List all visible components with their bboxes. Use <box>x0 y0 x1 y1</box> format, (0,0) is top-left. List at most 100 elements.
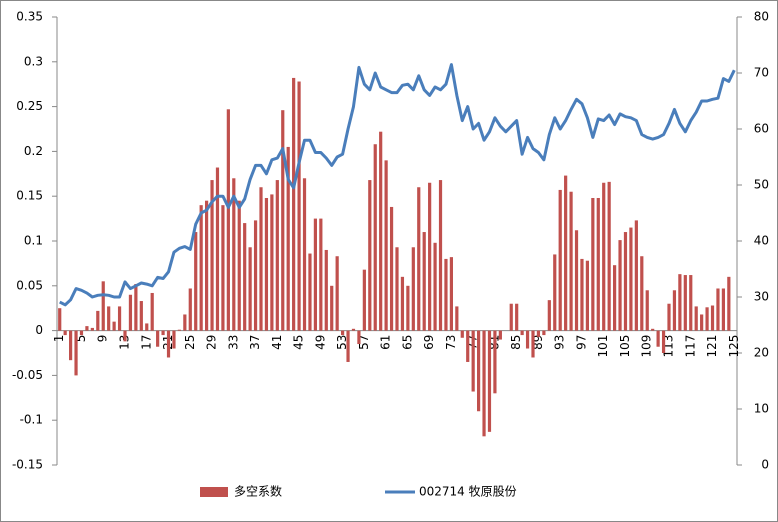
x-tick-label: 65 <box>400 335 414 350</box>
bar <box>721 288 725 331</box>
bar <box>373 144 377 331</box>
bar <box>221 205 225 331</box>
y-tick-label: 0.15 <box>16 189 43 203</box>
bar <box>498 330 502 340</box>
x-tick-label: 73 <box>444 335 458 350</box>
y-tick-label: 0.3 <box>24 54 43 68</box>
bar <box>297 81 301 331</box>
y-tick-label: -0.1 <box>20 413 43 427</box>
bar <box>253 220 258 331</box>
bar <box>74 330 78 376</box>
bar <box>406 285 410 331</box>
bar <box>150 292 154 331</box>
bar <box>139 301 143 331</box>
bar <box>547 300 551 331</box>
bar <box>313 218 317 331</box>
bar <box>107 306 111 331</box>
x-tick-label: 41 <box>270 335 284 350</box>
bar <box>330 285 334 331</box>
x-tick-label: 105 <box>618 335 632 358</box>
y-tick-label: -0.15 <box>12 458 43 472</box>
bar <box>96 310 100 331</box>
bar <box>341 330 345 336</box>
x-tick-label: 69 <box>422 335 436 350</box>
y2-tick-label: 40 <box>754 234 769 248</box>
x-tick-label: 117 <box>683 335 697 358</box>
x-tick-label: 29 <box>205 335 219 350</box>
y2-tick-label: 20 <box>754 346 769 360</box>
line <box>59 63 736 307</box>
bar <box>232 178 236 331</box>
bar <box>542 330 546 336</box>
y2-tick-label: 60 <box>754 122 769 136</box>
x-tick-label: 93 <box>553 335 567 350</box>
bar <box>335 256 339 331</box>
bar <box>395 247 399 331</box>
bar <box>210 180 214 331</box>
legend-label: 多空系数 <box>234 484 282 499</box>
bar <box>194 232 198 331</box>
bar <box>362 269 366 331</box>
bar <box>183 314 187 331</box>
bar <box>705 307 709 331</box>
bar <box>455 306 459 331</box>
bar <box>727 276 731 331</box>
bar <box>389 206 394 331</box>
bar <box>613 265 617 331</box>
bar <box>422 232 426 331</box>
x-tick-label: 37 <box>248 335 262 350</box>
bar <box>384 160 388 331</box>
bar <box>145 323 149 331</box>
x-tick-label: 9 <box>96 335 110 343</box>
bar <box>477 330 481 412</box>
bar <box>536 330 541 337</box>
bar <box>101 281 105 331</box>
bar <box>460 330 464 338</box>
bar <box>656 330 660 347</box>
y2-tick-label: 80 <box>754 10 769 24</box>
bar <box>156 330 160 347</box>
bar <box>515 303 519 331</box>
bar <box>134 284 138 331</box>
x-tick-label: 85 <box>509 335 523 350</box>
bar <box>259 187 263 331</box>
y-tick-label: -0.05 <box>12 368 43 382</box>
bar <box>215 167 220 331</box>
bar <box>357 330 361 345</box>
bar <box>553 254 557 331</box>
bar <box>683 275 687 331</box>
bar <box>667 303 671 331</box>
bar <box>79 330 84 336</box>
bar <box>123 330 127 342</box>
bar <box>596 197 600 331</box>
bar <box>591 197 595 331</box>
bar <box>166 330 171 358</box>
x-tick-label: 1 <box>52 335 66 343</box>
bar <box>177 329 181 331</box>
bar <box>172 330 176 349</box>
bar <box>672 290 677 331</box>
bar <box>509 303 513 331</box>
bar <box>525 330 530 349</box>
bar <box>69 330 73 361</box>
bar <box>438 180 443 331</box>
bar <box>90 327 94 331</box>
bar <box>117 306 122 331</box>
bar <box>694 306 698 331</box>
x-tick-label: 25 <box>183 335 197 350</box>
legend-swatch <box>200 487 228 497</box>
bar <box>607 181 611 331</box>
y-tick-label: 0.35 <box>16 10 43 24</box>
bar <box>471 330 475 392</box>
bar <box>248 247 252 331</box>
bar <box>449 257 453 331</box>
y-tick-label: 0.2 <box>24 144 43 158</box>
bar <box>531 330 535 358</box>
y2-tick-label: 70 <box>754 66 769 80</box>
y-tick-label: 0.25 <box>16 99 43 113</box>
y-tick-label: 0 <box>35 323 43 337</box>
x-tick-label: 33 <box>226 335 240 350</box>
y2-tick-label: 50 <box>754 178 769 192</box>
